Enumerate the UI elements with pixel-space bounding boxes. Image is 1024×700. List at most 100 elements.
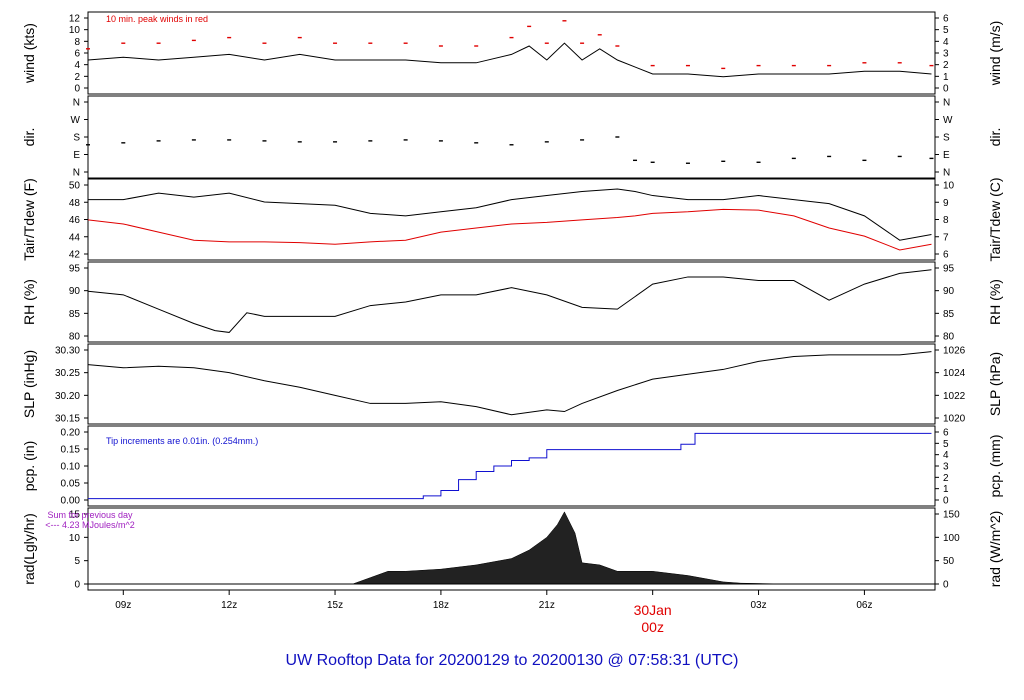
right-tick-label: 3	[943, 462, 949, 473]
left-tick-label: 50	[69, 181, 81, 192]
right-tick-label: 4	[943, 37, 949, 48]
right-tick-label: 7	[943, 232, 949, 243]
right-axis-label: RH (%)	[987, 279, 1003, 325]
left-tick-label: 95	[69, 264, 81, 275]
right-tick-label: 150	[943, 510, 960, 521]
right-tick-label: 0	[943, 496, 949, 507]
right-tick-label: 4	[943, 450, 949, 461]
right-tick-label: 0	[943, 580, 949, 591]
right-tick-label: S	[943, 133, 950, 144]
right-tick-label: 1020	[943, 414, 966, 425]
right-tick-label: 6	[943, 250, 949, 261]
left-tick-label: 0.05	[61, 479, 81, 490]
series-accumulated-precipitation-in	[88, 432, 932, 500]
left-tick-label: 0.00	[61, 496, 81, 507]
x-midnight-date: 30Jan	[634, 602, 672, 618]
left-axis-label: SLP (inHg)	[21, 350, 37, 418]
x-midnight-hour: 00z	[641, 619, 664, 635]
panel-rad: rad(Lgly/hr) rad (W/m^2)051015050100150Su…	[21, 507, 1003, 591]
series-rh	[87, 269, 932, 333]
left-tick-label: S	[73, 133, 80, 144]
left-tick-label: 4	[74, 60, 80, 71]
rad-note-line-1: Sum for previous day	[47, 510, 133, 520]
right-tick-label: 1024	[943, 368, 966, 379]
left-tick-label: W	[71, 115, 81, 126]
right-tick-label: 95	[943, 264, 955, 275]
x-tick-label: 21z	[539, 600, 555, 611]
panel-frame	[87, 343, 936, 425]
left-tick-label: 10	[69, 25, 81, 36]
left-axis-label: pcp. (in)	[21, 441, 37, 492]
right-tick-label: 90	[943, 286, 955, 297]
left-tick-label: 0	[74, 84, 80, 95]
left-tick-label: 12	[69, 14, 81, 25]
panel-frame	[87, 11, 936, 95]
right-tick-label: 1026	[943, 346, 966, 357]
x-tick-label: 06z	[856, 600, 872, 611]
left-tick-label: 30.20	[55, 391, 80, 402]
right-tick-label: 8	[943, 215, 949, 226]
left-tick-label: 30.25	[55, 368, 80, 379]
right-axis-label: SLP (hPa)	[987, 352, 1003, 416]
series-solar-radiation-lgly-hr	[352, 511, 787, 585]
left-tick-label: 6	[74, 49, 80, 60]
right-tick-label: 1022	[943, 391, 966, 402]
chart-title: UW Rooftop Data for 20200129 to 20200130…	[286, 652, 739, 669]
panel-temp: Tair/Tdew (F) Tair/Tdew (C) 42 44 46 48 50 6 7 8 9…	[21, 177, 1003, 261]
left-tick-label: 80	[69, 332, 81, 343]
left-tick-label: 85	[69, 309, 81, 320]
right-tick-label: 50	[943, 556, 955, 567]
left-axis-label: wind (kts)	[21, 23, 37, 84]
left-tick-label: 0.15	[61, 445, 81, 456]
panel-frame	[87, 507, 936, 591]
pcp-annotation: Tip increments are 0.01in. (0.254mm.)	[106, 436, 258, 446]
right-tick-label: 1	[943, 72, 949, 83]
right-tick-label: 5	[943, 25, 949, 36]
left-axis-label: rad(Lgly/hr)	[21, 513, 37, 585]
right-tick-label: 9	[943, 198, 949, 209]
right-axis-label: rad (W/m^2)	[987, 511, 1003, 588]
left-tick-label: 30.30	[55, 346, 80, 357]
right-tick-label: N	[943, 168, 950, 179]
right-tick-label: N	[943, 98, 950, 109]
x-tick-label: 18z	[433, 600, 449, 611]
panel-frame	[87, 178, 936, 261]
panel-frame	[87, 95, 936, 179]
right-tick-label: 6	[943, 428, 949, 439]
panel-pcp: pcp. (in) pcp. (mm) 0.00 0.05 0.10 0.15 0.20 01…	[21, 425, 1003, 507]
right-axis-label: pcp. (mm)	[987, 435, 1003, 498]
left-tick-label: 10	[69, 533, 81, 544]
left-tick-label: 2	[74, 72, 80, 83]
right-tick-label: 3	[943, 49, 949, 60]
panel-slp: SLP (inHg) SLP (hPa) 30.15 30.20 30.25 30.30 1…	[21, 343, 1003, 425]
left-tick-label: 90	[69, 286, 81, 297]
left-tick-label: 0.20	[61, 428, 81, 439]
right-tick-label: 85	[943, 309, 955, 320]
right-tick-label: E	[943, 150, 950, 161]
left-axis-label: Tair/Tdew (F)	[21, 178, 37, 260]
right-tick-label: 5	[943, 439, 949, 450]
left-tick-label: 5	[74, 556, 80, 567]
series-tair-f	[88, 188, 932, 241]
left-tick-label: 0.10	[61, 462, 81, 473]
right-tick-label: 6	[943, 14, 949, 25]
panel-rh: RH (%) RH (%) 80 85 90 95 80 85 90 95	[21, 261, 1003, 343]
left-tick-label: 42	[69, 250, 81, 261]
rad-note-line-2: <--- 4.23 MJoules/m^2	[45, 520, 135, 530]
left-tick-label: N	[73, 168, 80, 179]
right-axis-label: dir.	[987, 128, 1003, 147]
left-tick-label: 8	[74, 37, 80, 48]
x-tick-label: 12z	[221, 600, 237, 611]
x-tick-label: 15z	[327, 600, 343, 611]
left-tick-label: N	[73, 98, 80, 109]
left-tick-label: E	[73, 150, 80, 161]
left-tick-label: 0	[74, 580, 80, 591]
left-tick-label: 30.15	[55, 414, 80, 425]
right-tick-label: 0	[943, 84, 949, 95]
x-tick-label: 03z	[750, 600, 766, 611]
right-tick-label: W	[943, 115, 953, 126]
